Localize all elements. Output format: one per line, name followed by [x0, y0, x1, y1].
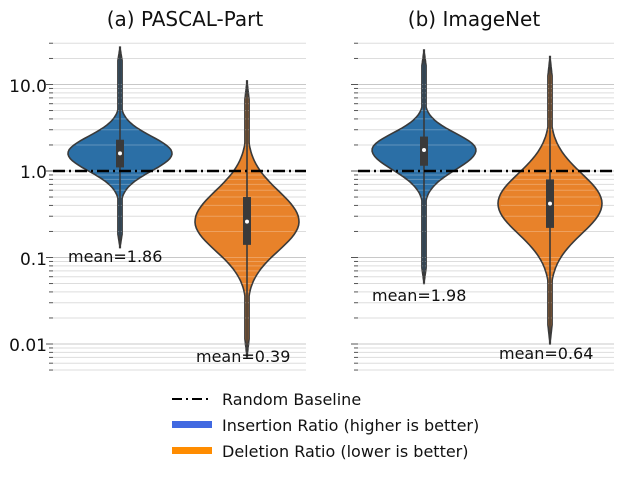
legend-label-insertion: Insertion Ratio (higher is better) — [222, 416, 479, 435]
legend: Random Baseline Insertion Ratio (higher … — [172, 390, 479, 461]
ytick-label: 0.01 — [9, 336, 47, 356]
mean-label-b-deletion: mean=0.64 — [499, 344, 593, 363]
violin-median — [548, 201, 552, 206]
legend-label-deletion: Deletion Ratio (lower is better) — [222, 442, 469, 461]
ytick-label: 0.1 — [20, 250, 47, 270]
legend-deletion-swatch — [172, 447, 212, 454]
legend-label-baseline: Random Baseline — [222, 390, 361, 409]
violin-median — [118, 151, 122, 156]
ytick-label: 1.0 — [20, 163, 47, 183]
mean-label-b-insertion: mean=1.98 — [372, 286, 466, 305]
legend-insertion-swatch — [172, 421, 212, 428]
mean-label-a-insertion: mean=1.86 — [68, 247, 162, 266]
panel-a-plot — [46, 42, 306, 371]
panel-b-title: (b) ImageNet — [408, 7, 541, 31]
violin-median — [245, 219, 249, 224]
violin-median — [422, 147, 426, 152]
panel-a-title: (a) PASCAL-Part — [107, 7, 264, 31]
mean-label-a-deletion: mean=0.39 — [196, 347, 290, 366]
ytick-label: 10.0 — [9, 77, 47, 97]
panel-b-plot — [351, 42, 614, 371]
